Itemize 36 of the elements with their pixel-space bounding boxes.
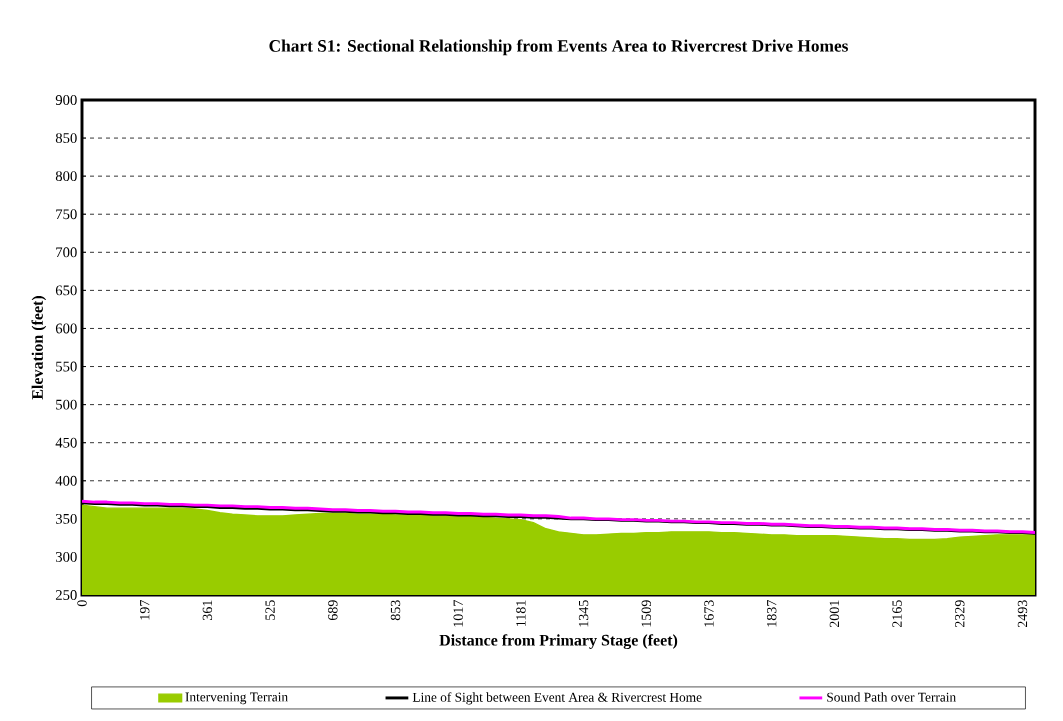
y-tick-label: 750 bbox=[56, 209, 77, 220]
y-tick-label: 500 bbox=[56, 399, 77, 410]
y-tick-label: 800 bbox=[55, 171, 77, 182]
legend-label: Intervening Terrain bbox=[185, 692, 288, 705]
x-tick-label: 1017 bbox=[453, 600, 463, 627]
x-tick-label: 1345 bbox=[578, 600, 589, 627]
x-tick-label: 2493 bbox=[1017, 600, 1028, 628]
x-tick-label: 1837 bbox=[766, 600, 777, 627]
y-tick-label: 550 bbox=[56, 361, 77, 372]
x-tick-label: 197 bbox=[140, 600, 150, 620]
y-tick-label: 850 bbox=[55, 133, 77, 144]
x-tick-label: 853 bbox=[390, 600, 401, 621]
y-tick-label: 400 bbox=[55, 475, 77, 486]
x-tick-label: 525 bbox=[265, 600, 275, 620]
y-tick-label: 650 bbox=[55, 285, 77, 296]
y-tick-label: 600 bbox=[55, 323, 77, 334]
y-axis-title: Elevation (feet) bbox=[31, 296, 47, 400]
legend-label: Line of Sight between Event Area & Rivercrest Home bbox=[412, 692, 702, 705]
x-tick-label: 0 bbox=[77, 600, 87, 607]
y-tick-label: 250 bbox=[55, 590, 77, 600]
x-axis-title: Distance from Primary Stage (feet) bbox=[439, 634, 678, 649]
legend-label: Sound Path over Terrain bbox=[827, 692, 956, 702]
chart-title: Chart S1: Sectional Relationship from Events Area to Rivercrest Drive Homes bbox=[269, 39, 848, 56]
x-tick-label: 2329 bbox=[955, 600, 965, 628]
x-tick-label: 2001 bbox=[829, 600, 840, 628]
x-tick-label: 1509 bbox=[641, 600, 652, 627]
y-tick-label: 350 bbox=[56, 513, 77, 524]
y-tick-label: 450 bbox=[55, 437, 77, 448]
x-tick-label: 1673 bbox=[704, 600, 714, 627]
y-tick-label: 700 bbox=[56, 247, 77, 258]
x-tick-label: 2165 bbox=[892, 600, 902, 628]
y-tick-label: 300 bbox=[56, 551, 77, 562]
x-tick-label: 689 bbox=[328, 600, 338, 621]
y-tick-label: 900 bbox=[55, 95, 77, 105]
x-tick-label: 361 bbox=[202, 600, 213, 621]
x-tick-label: 1181 bbox=[516, 600, 526, 626]
